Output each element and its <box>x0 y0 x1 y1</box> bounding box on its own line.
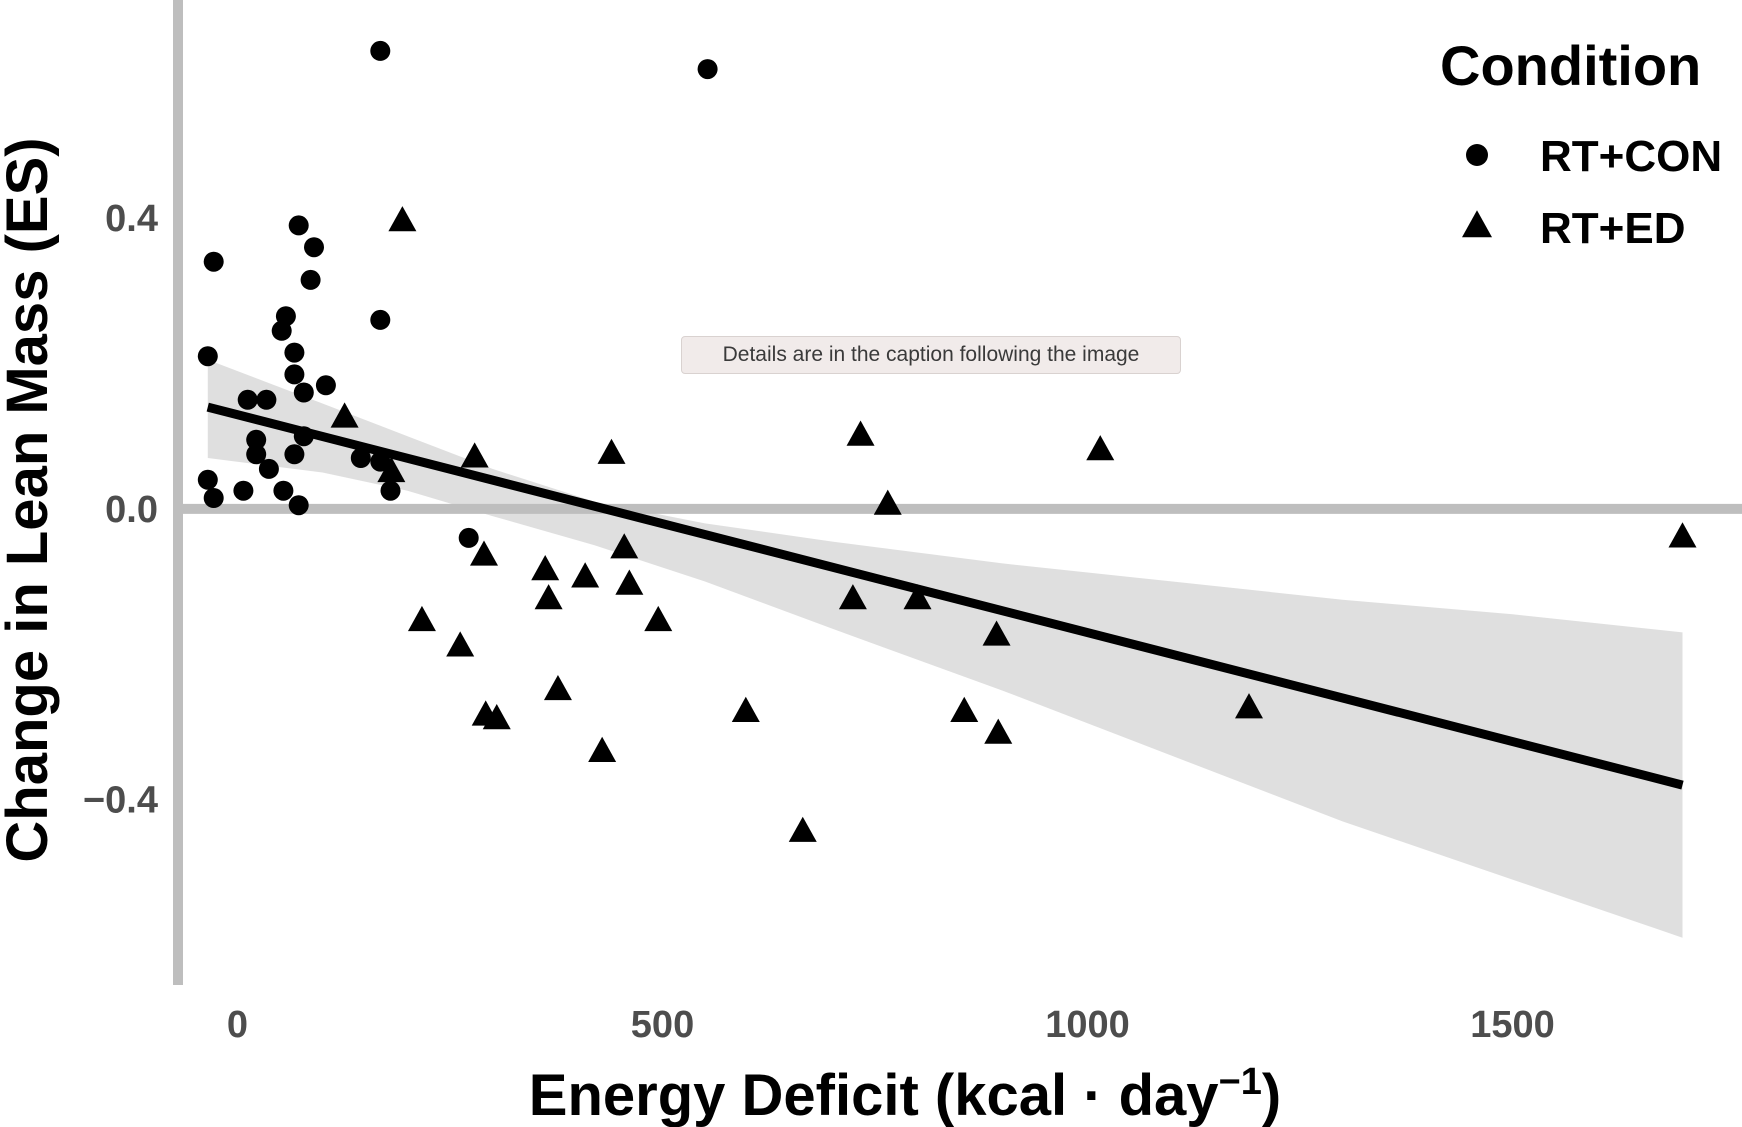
data-point-rt-ed <box>588 736 617 762</box>
data-point-rt-con <box>233 480 254 501</box>
x-axis-title-close: ) <box>1262 1063 1281 1127</box>
data-point-rt-ed <box>846 420 875 446</box>
data-point-rt-ed <box>531 555 560 581</box>
data-point-rt-ed <box>543 674 572 701</box>
data-point-rt-ed <box>1668 522 1697 548</box>
data-point-rt-ed <box>982 620 1011 646</box>
y-tick-label: 0.0 <box>105 489 158 531</box>
data-point-rt-con <box>284 444 305 465</box>
data-point-rt-con <box>284 342 305 363</box>
data-point-rt-ed <box>388 206 417 232</box>
data-point-rt-ed <box>950 696 979 722</box>
x-tick-label: 500 <box>631 1004 694 1046</box>
data-point-rt-con <box>293 426 314 447</box>
data-point-rt-ed <box>610 533 639 559</box>
data-point-rt-con <box>697 59 718 80</box>
data-point-rt-ed <box>838 584 867 610</box>
data-point-rt-con <box>246 429 267 450</box>
data-point-rt-con <box>203 251 224 272</box>
data-point-rt-con <box>288 215 309 236</box>
legend-label: RT+CON <box>1540 132 1722 181</box>
data-point-rt-ed <box>615 569 644 595</box>
data-point-rt-ed <box>984 718 1013 744</box>
data-point-rt-ed <box>903 584 932 610</box>
fit-line-layer <box>206 402 1684 790</box>
data-point-rt-ed <box>644 605 673 632</box>
data-point-rt-con <box>350 448 371 468</box>
data-point-rt-ed <box>571 562 600 588</box>
data-point-rt-con <box>370 309 391 330</box>
data-point-rt-con <box>246 444 267 465</box>
x-axis-title-main: Energy Deficit (kcal · day <box>529 1063 1219 1127</box>
data-point-rt-con <box>197 469 218 490</box>
y-tick-label: 0.4 <box>105 198 158 240</box>
data-point-rt-con <box>258 458 279 479</box>
x-axis-title-superscript: −1 <box>1219 1061 1262 1103</box>
data-point-rt-con <box>237 389 258 410</box>
data-point-rt-con <box>273 480 294 501</box>
data-point-rt-ed <box>407 605 436 632</box>
data-point-rt-ed <box>534 584 563 610</box>
data-point-rt-con <box>380 480 401 501</box>
y-tick-label: −0.4 <box>83 780 158 822</box>
confidence-band-layer <box>207 359 1683 938</box>
confidence-band <box>207 359 1683 938</box>
data-point-rt-ed <box>597 438 626 464</box>
axis-layer <box>173 0 1742 985</box>
data-point-rt-con <box>293 382 314 403</box>
legend-key-triangle-icon <box>1462 210 1492 238</box>
y-axis-title: Change in Lean Mass (ES) <box>0 137 60 862</box>
regression-fit-line <box>206 402 1684 790</box>
data-point-rt-con <box>203 488 224 508</box>
data-point-rt-ed <box>470 540 498 566</box>
legend-label: RT+ED <box>1540 204 1685 253</box>
data-point-rt-con <box>315 375 336 396</box>
data-point-rt-con <box>284 364 305 385</box>
legend: Condition RT+CON RT+ED <box>1440 34 1722 253</box>
data-point-rt-ed <box>873 489 902 515</box>
x-tick-label: 1000 <box>1045 1004 1130 1046</box>
legend-entries: RT+CON RT+ED <box>1462 132 1722 253</box>
data-point-rt-con <box>197 346 218 367</box>
legend-key-circle-icon <box>1466 144 1488 166</box>
data-point-rt-con <box>256 389 277 410</box>
caption-tooltip: Details are in the caption following the… <box>681 336 1181 374</box>
data-point-rt-con <box>275 306 296 327</box>
data-point-rt-con <box>370 451 391 472</box>
data-point-rt-ed <box>377 456 406 483</box>
data-point-rt-con <box>300 269 321 290</box>
data-point-rt-con <box>458 527 479 548</box>
data-point-rt-ed <box>460 442 489 468</box>
data-point-rt-ed <box>1235 693 1263 719</box>
legend-title: Condition <box>1440 34 1701 97</box>
x-tick-label: 1500 <box>1470 1004 1555 1046</box>
data-points-layer <box>197 40 1697 842</box>
data-point-rt-ed <box>788 816 817 842</box>
data-point-rt-ed <box>482 704 511 730</box>
tick-labels-layer: 0 500 1000 1500 0.4 0.0 −0.4 <box>83 198 1555 1046</box>
x-tick-label: 0 <box>227 1004 248 1046</box>
data-point-rt-ed <box>446 631 475 657</box>
data-point-rt-con <box>304 237 324 258</box>
data-point-rt-ed <box>731 696 760 722</box>
data-point-rt-con <box>370 40 391 61</box>
data-point-rt-ed <box>1086 435 1115 461</box>
data-point-rt-ed <box>330 402 359 428</box>
x-axis-title: Energy Deficit (kcal · day−1) <box>529 1061 1281 1127</box>
data-point-rt-con <box>288 495 309 516</box>
